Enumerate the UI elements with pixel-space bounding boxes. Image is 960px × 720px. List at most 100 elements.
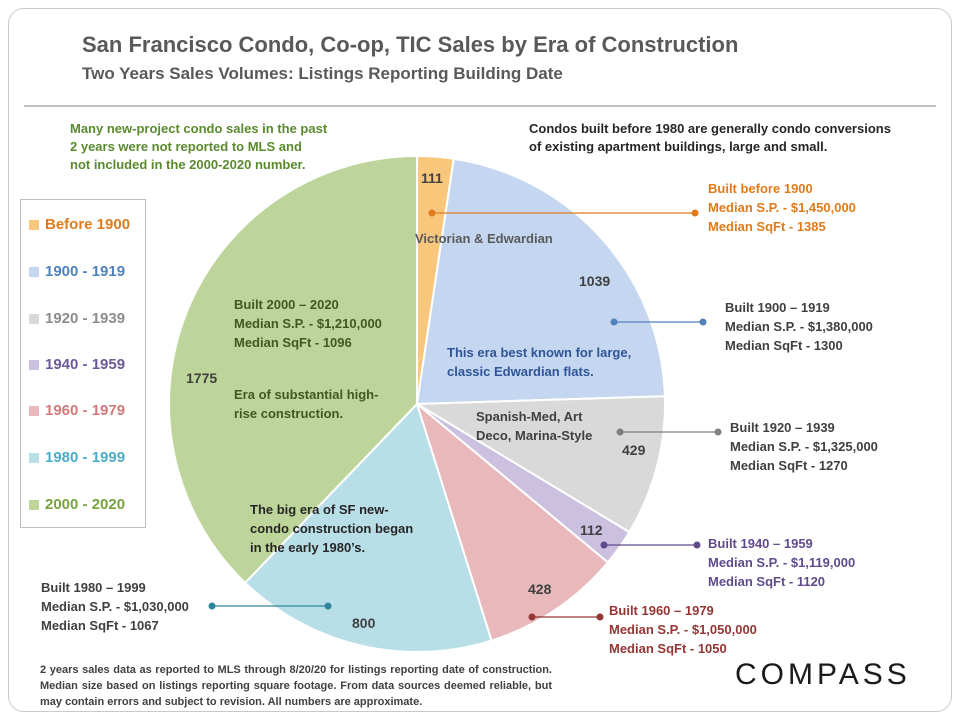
legend-swatch [29, 266, 39, 277]
pie-slice-1900-1919 [415, 157, 666, 406]
legend-item: Before 1900 [29, 216, 130, 233]
leader-dot-1960-1979 [596, 613, 604, 621]
legend-label: 1980 - 1999 [45, 449, 126, 466]
callout-line: Median SqFt - 1270 [730, 458, 848, 473]
big-era-note-line: The big era of SF new- [250, 502, 389, 517]
callout-line: Built 2000 – 2020 [234, 297, 339, 312]
built-2000-callout: Built 2000 – 2020 Median S.P. - $1,210,0… [234, 295, 382, 352]
chart-title: San Francisco Condo, Co-op, TIC Sales by… [82, 32, 739, 57]
note-left-line: not included in the 2000-2020 number. [70, 157, 306, 172]
slice-value-before-1900: 111 [421, 170, 443, 186]
leader-dot-1940-1959 [600, 541, 608, 549]
callout-1960-1979: Built 1960 – 1979 Median S.P. - $1,050,0… [609, 601, 757, 658]
pie-slice-1920-1939 [413, 395, 666, 534]
legend-label: 1960 - 1979 [45, 402, 126, 419]
leader-dot-1920-1939 [616, 428, 624, 436]
spanish-label: Spanish-Med, Art Deco, Marina-Style [476, 407, 592, 445]
callout-line: Median S.P. - $1,119,000 [708, 555, 856, 570]
slice-value-1980-1999: 800 [352, 615, 376, 631]
callout-line: Median S.P. - $1,325,000 [730, 439, 878, 454]
legend-item: 1980 - 1999 [29, 449, 125, 466]
edwardian-note-line: This era best known for large, [447, 345, 632, 360]
callout-line: Median S.P. - $1,210,000 [234, 316, 382, 331]
legend-swatch [29, 359, 39, 370]
note-right-line: Condos built before 1980 are generally c… [529, 121, 891, 136]
legend-swatch [29, 219, 39, 230]
note-left-line: 2 years were not reported to MLS and [70, 139, 302, 154]
legend-item: 1960 - 1979 [29, 402, 125, 419]
legend-swatch [29, 313, 39, 324]
legend-label: 2000 - 2020 [45, 496, 126, 513]
callout-line: Built 1960 – 1979 [609, 603, 714, 618]
legend-item: 2000 - 2020 [29, 496, 125, 513]
callout-1920-1939: Built 1920 – 1939 Median S.P. - $1,325,0… [730, 418, 878, 475]
pie-slice-1960-1979 [415, 401, 610, 642]
title-divider [24, 105, 936, 107]
callout-line: Median S.P. - $1,450,000 [708, 200, 856, 215]
legend-label: 1900 - 1919 [45, 263, 126, 280]
slice-value-1920-1939: 429 [622, 442, 646, 458]
note-left-line: Many new-project condo sales in the past [70, 121, 328, 136]
compass-logo: COMPASS [735, 658, 911, 691]
callout-1900-1919: Built 1900 – 1919 Median S.P. - $1,380,0… [725, 298, 873, 355]
note-right: Condos built before 1980 are generally c… [529, 120, 929, 156]
callout-line: Median SqFt - 1067 [41, 618, 159, 633]
leader-dot-1980-1999 [324, 602, 332, 610]
pie-slice-1980-1999 [243, 402, 493, 653]
leader-dot-1920-1939 [714, 428, 722, 436]
edwardian-note: This era best known for large, classic E… [447, 343, 631, 381]
footnote: 2 years sales data as reported to MLS th… [40, 664, 552, 708]
slice-value-1900-1919: 1039 [579, 273, 611, 289]
slice-value-1960-1979: 428 [528, 581, 552, 597]
pie-slice-2000-2020 [168, 154, 418, 585]
leader-dot-1980-1999 [208, 602, 216, 610]
legend-item: 1920 - 1939 [29, 310, 125, 327]
callout-line: Median SqFt - 1120 [708, 574, 826, 589]
callout-1980-1999: Built 1980 – 1999 Median S.P. - $1,030,0… [41, 578, 189, 635]
callout-line: Median S.P. - $1,380,000 [725, 319, 873, 334]
callout-1940-1959: Built 1940 – 1959 Median S.P. - $1,119,0… [708, 534, 855, 591]
leader-dot-before-1900 [691, 209, 699, 217]
legend-swatch [29, 499, 39, 510]
highrise-note: Era of substantial high- rise constructi… [234, 385, 378, 423]
legend-swatch [29, 452, 39, 463]
highrise-note-line: Era of substantial high- [234, 387, 379, 402]
callout-line: Median SqFt - 1385 [708, 219, 826, 234]
callout-line: Built 1980 – 1999 [41, 580, 146, 595]
callout-before-1900: Built before 1900 Median S.P. - $1,450,0… [708, 179, 856, 236]
leader-dot-1900-1919 [699, 318, 707, 326]
callout-line: Median S.P. - $1,050,000 [609, 622, 757, 637]
spanish-label-line: Spanish-Med, Art [476, 409, 583, 424]
callout-line: Built 1920 – 1939 [730, 420, 835, 435]
legend-label: 1920 - 1939 [45, 310, 126, 327]
chart-subtitle: Two Years Sales Volumes: Listings Report… [82, 64, 563, 83]
slice-value-2000-2020: 1775 [186, 370, 218, 386]
victorian-label: Victorian & Edwardian [415, 231, 553, 246]
legend: Before 1900 1900 - 1919 1920 - 1939 1940… [20, 199, 146, 528]
highrise-note-line: rise construction. [234, 406, 344, 421]
legend-swatch [29, 405, 39, 416]
legend-item: 1900 - 1919 [29, 263, 125, 280]
legend-label: 1940 - 1959 [45, 356, 126, 373]
legend-label: Before 1900 [45, 216, 131, 233]
leader-dot-1900-1919 [610, 318, 618, 326]
callout-line: Median SqFt - 1300 [725, 338, 843, 353]
leader-dot-before-1900 [428, 209, 436, 217]
leader-dot-1940-1959 [693, 541, 701, 549]
big-era-note-line: condo construction began [250, 521, 414, 536]
callout-line: Median SqFt - 1096 [234, 335, 352, 350]
edwardian-note-line: classic Edwardian flats. [447, 364, 594, 379]
note-right-line: of existing apartment buildings, large a… [529, 139, 828, 154]
legend-item: 1940 - 1959 [29, 356, 125, 373]
spanish-label-line: Deco, Marina-Style [476, 428, 593, 443]
callout-line: Built 1900 – 1919 [725, 300, 830, 315]
callout-line: Median S.P. - $1,030,000 [41, 599, 189, 614]
callout-line: Built before 1900 [708, 181, 813, 196]
slice-value-1940-1959: 112 [580, 522, 603, 538]
leader-dot-1960-1979 [528, 613, 536, 621]
callout-line: Median SqFt - 1050 [609, 641, 727, 656]
big-era-note: The big era of SF new- condo constructio… [250, 500, 413, 557]
callout-line: Built 1940 – 1959 [708, 536, 813, 551]
note-left: Many new-project condo sales in the past… [70, 120, 350, 174]
